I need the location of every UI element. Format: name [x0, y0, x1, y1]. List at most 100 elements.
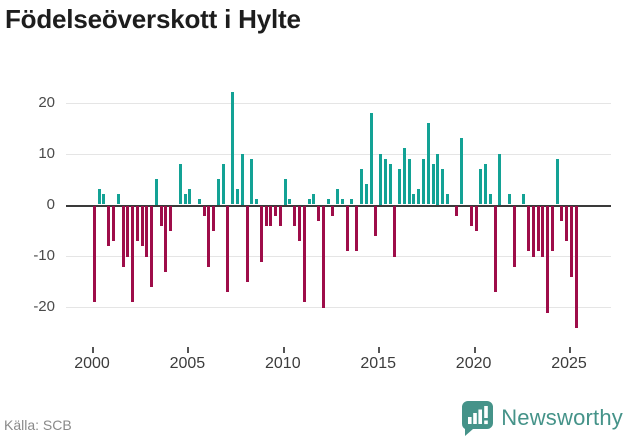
bar [126, 205, 130, 257]
bar [331, 205, 335, 216]
bar [422, 158, 426, 205]
bar [531, 205, 535, 257]
bar [317, 205, 321, 221]
bar [197, 199, 201, 205]
bar [92, 205, 96, 303]
bar [445, 194, 449, 205]
bar [250, 158, 254, 205]
bar [455, 205, 459, 216]
bar [565, 205, 569, 242]
bar [307, 199, 311, 205]
bar [102, 194, 106, 205]
bar [326, 199, 330, 205]
bar [541, 205, 545, 257]
bar [154, 179, 158, 205]
bar [412, 194, 416, 205]
y-axis-tick-label: -20 [33, 297, 55, 315]
y-axis-tick-label: 0 [46, 195, 55, 213]
bar [479, 168, 483, 205]
bar [264, 205, 268, 226]
bar [345, 205, 349, 252]
bar [293, 205, 297, 226]
y-axis-tick-label: 20 [38, 93, 55, 111]
bar [498, 153, 502, 205]
bar [512, 205, 516, 267]
bar [169, 205, 173, 231]
bar [283, 179, 287, 205]
bar [383, 158, 387, 205]
bar [255, 199, 259, 205]
bar [340, 199, 344, 205]
bar [321, 205, 325, 308]
bar [574, 205, 578, 328]
x-axis-tick-label: 2000 [74, 355, 110, 372]
bar [188, 189, 192, 205]
bar [131, 205, 135, 303]
bar [369, 112, 373, 205]
bar [488, 194, 492, 205]
zero-line [66, 204, 611, 207]
bar [355, 205, 359, 252]
x-axis-tick-label: 2015 [360, 355, 396, 372]
bar [207, 205, 211, 267]
x-axis-tick [473, 347, 476, 353]
x-axis-tick [569, 347, 571, 353]
bar [150, 205, 154, 288]
bar [350, 199, 354, 205]
bar [336, 189, 340, 205]
bar [569, 205, 573, 277]
bar [379, 153, 383, 205]
bar [259, 205, 263, 262]
bar [231, 92, 235, 205]
brand-logo: Newsworthy [461, 400, 623, 436]
bar [364, 184, 368, 205]
bar [298, 205, 301, 242]
bar [536, 205, 540, 252]
x-axis-tick-label: 2025 [551, 355, 587, 372]
bar [269, 205, 273, 226]
y-axis-tick-label: 10 [38, 144, 55, 162]
bar [484, 163, 488, 205]
bar [164, 205, 168, 272]
bar [111, 205, 115, 242]
bar [493, 205, 497, 293]
brand-name: Newsworthy [501, 405, 623, 430]
x-axis-tick [187, 347, 190, 353]
bar [236, 189, 239, 205]
bar [546, 205, 550, 313]
bar [278, 205, 282, 226]
bar [393, 205, 397, 257]
bar [240, 153, 244, 205]
newsworthy-bubble-barchart-icon [461, 400, 494, 436]
bar [441, 168, 445, 205]
bar [417, 189, 421, 205]
bar [97, 189, 101, 205]
bar [245, 205, 249, 282]
gridline [66, 255, 611, 257]
bar [202, 205, 206, 216]
bar [402, 148, 406, 205]
gridline [66, 306, 611, 308]
bar [555, 158, 559, 205]
bar [507, 194, 511, 205]
bar [388, 163, 392, 205]
bar [426, 122, 430, 205]
bar [159, 205, 163, 226]
bar [560, 205, 564, 221]
gridline [66, 153, 611, 155]
x-axis-tick-label: 2020 [455, 355, 492, 372]
gridline [66, 102, 611, 104]
bar [288, 199, 292, 205]
bar [140, 205, 144, 247]
plot-area [66, 85, 611, 347]
bar [121, 205, 125, 267]
x-axis-tick-label: 2005 [169, 355, 206, 372]
y-axis-tick-label: -10 [33, 246, 55, 264]
bar [145, 205, 149, 257]
bar [116, 194, 120, 205]
bar [469, 205, 473, 226]
source-label: Källa: SCB [4, 417, 72, 433]
bar [107, 205, 111, 247]
bar [302, 205, 306, 303]
bar [216, 179, 220, 205]
